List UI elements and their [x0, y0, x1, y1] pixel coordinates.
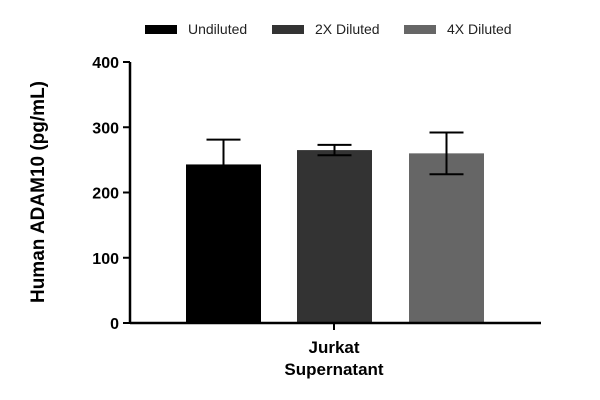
legend-label-undiluted: Undiluted: [188, 21, 247, 37]
legend-swatch-2x-diluted: [272, 25, 304, 34]
legend-item-undiluted: Undiluted: [145, 21, 247, 37]
category-label-line-1: Jurkat: [308, 338, 359, 357]
legend-item-4x-diluted: 4X Diluted: [404, 21, 512, 37]
y-axis-title: Human ADAM10 (pg/mL): [28, 81, 49, 303]
bar-2x-diluted: [297, 150, 372, 323]
legend-label-2x-diluted: 2X Diluted: [315, 21, 380, 37]
legend: Undiluted 2X Diluted 4X Diluted: [145, 21, 512, 37]
legend-label-4x-diluted: 4X Diluted: [447, 21, 512, 37]
legend-item-2x-diluted: 2X Diluted: [272, 21, 380, 37]
y-tick-label-0: 0: [110, 316, 119, 333]
bar-undiluted: [186, 164, 261, 323]
y-tick-label-100: 100: [92, 251, 119, 268]
legend-swatch-4x-diluted: [404, 25, 436, 34]
category-label-line-2: Supernatant: [284, 360, 384, 379]
plot-area: 0 100 200 300 400: [92, 55, 541, 333]
y-tick-label-300: 300: [92, 120, 119, 137]
bar-4x-diluted: [409, 153, 484, 323]
legend-swatch-undiluted: [145, 25, 177, 34]
y-tick-label-400: 400: [92, 55, 119, 72]
y-tick-label-200: 200: [92, 186, 119, 203]
